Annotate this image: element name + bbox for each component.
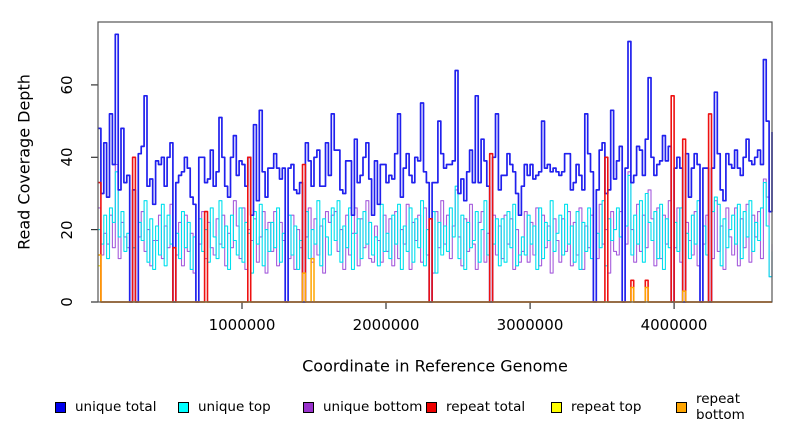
legend-label: unique top <box>198 399 271 415</box>
repeat-top-swatch-icon <box>551 401 562 413</box>
x-axis-title: Coordinate in Reference Genome <box>302 356 568 376</box>
legend-item-unique-bottom: unique bottom <box>303 398 422 416</box>
x-tick-label-1000000: 1000000 <box>208 316 276 334</box>
legend-item-repeat-bottom: repeat bottom <box>676 391 792 423</box>
y-tick-label-20: 20 <box>58 220 76 240</box>
unique-total-swatch-icon <box>55 401 66 413</box>
legend-label: repeat bottom <box>696 391 745 423</box>
y-axis-title: Read Coverage Depth <box>14 74 34 250</box>
legend-item-unique-top: unique top <box>178 398 271 416</box>
x-tick-label-4000000: 4000000 <box>640 316 708 334</box>
x-tick-label-2000000: 2000000 <box>352 316 420 334</box>
legend-item-repeat-total: repeat total <box>426 398 525 416</box>
legend-label: repeat total <box>446 399 526 415</box>
unique-bottom-swatch-icon <box>303 401 314 413</box>
legend-label: repeat top <box>571 399 642 415</box>
repeat-total-swatch-icon <box>426 401 437 413</box>
legend-label: unique bottom <box>323 399 423 415</box>
legend: unique total unique top unique bottom re… <box>0 391 792 423</box>
legend-label: unique total <box>75 399 157 415</box>
repeat-bottom-swatch-icon <box>676 401 687 413</box>
unique-top-swatch-icon <box>178 401 189 413</box>
y-tick-label-0: 0 <box>58 297 76 307</box>
y-tick-label-40: 40 <box>58 147 76 167</box>
legend-item-repeat-top: repeat top <box>551 398 641 416</box>
x-tick-label-3000000: 3000000 <box>496 316 564 334</box>
y-tick-label-60: 60 <box>58 75 76 95</box>
legend-item-unique-total: unique total <box>55 398 156 416</box>
